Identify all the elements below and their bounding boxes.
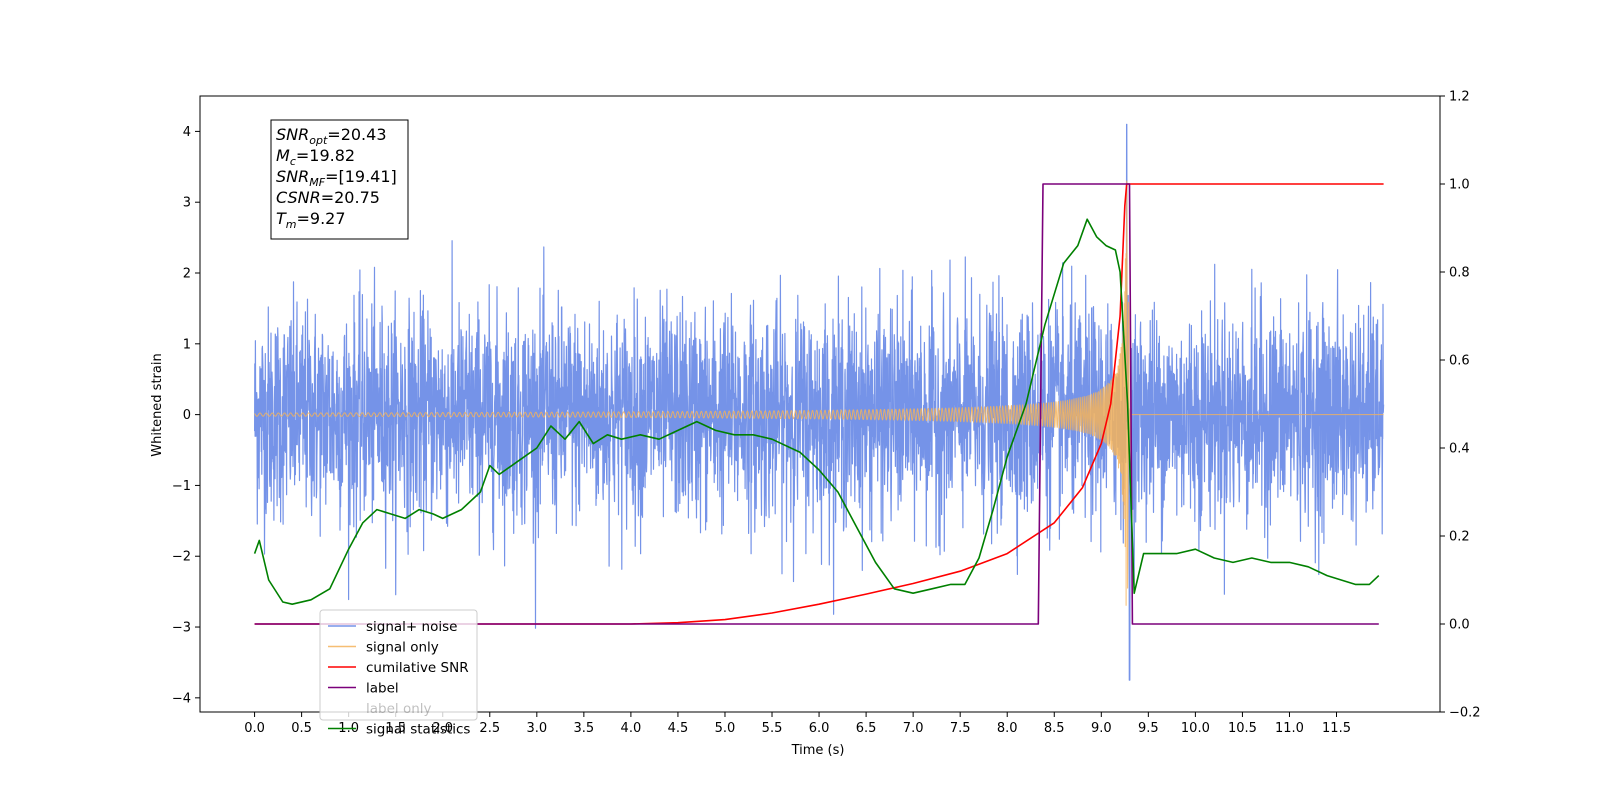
x-axis-label: Time (s) xyxy=(791,743,845,758)
x-tick-label: 10.0 xyxy=(1181,721,1210,736)
x-tick-label: 3.0 xyxy=(526,721,547,736)
series-line-5 xyxy=(253,218,1380,605)
annotation-line: Tm=9.27 xyxy=(276,209,346,231)
x-tick-label: 7.0 xyxy=(903,721,924,736)
annotation-line: SNRMF=[19.41] xyxy=(276,167,397,189)
x-tick-label: 9.5 xyxy=(1138,721,1159,736)
x-tick-label: 7.5 xyxy=(950,721,971,736)
x-tick-label: 4.0 xyxy=(621,721,642,736)
x-tick-label: 0.0 xyxy=(244,721,265,736)
series-layer xyxy=(253,123,1385,681)
legend-entry-label: label xyxy=(366,681,399,697)
x-tick-label: 8.5 xyxy=(1044,721,1065,736)
y2-tick-label: 1.2 xyxy=(1449,90,1470,105)
x-tick-label: 10.5 xyxy=(1228,721,1257,736)
y2-tick-label: 1.0 xyxy=(1449,178,1470,193)
legend: signal+ noise signal only cumilative SNR la… xyxy=(319,609,478,738)
x-axis: 0.0 0.5 1.0 1.5 2.0 2.5 3.0 3.5 4.0 4.5 5.0 5.5 6.0 6… xyxy=(244,712,1351,736)
x-tick-label: 8.0 xyxy=(997,721,1018,736)
annotation-line: CSNR=20.75 xyxy=(276,188,380,207)
annotation-box: SNRopt=20.43Mc=19.82SNRMF=[19.41]CSNR=20… xyxy=(270,119,409,240)
x-tick-label: 6.0 xyxy=(809,721,830,736)
y-tick-label: −2 xyxy=(172,550,191,565)
legend-entry-label: label only xyxy=(366,701,432,717)
x-tick-label: 1.5 xyxy=(385,721,406,736)
series-line-3 xyxy=(254,183,1379,625)
x-tick-label: 4.5 xyxy=(668,721,689,736)
y2-tick-label: 0.0 xyxy=(1449,618,1470,633)
series-line-0 xyxy=(254,123,1385,681)
annotation-line: Mc=19.82 xyxy=(276,146,355,168)
legend-entry-label: cumilative SNR xyxy=(366,660,469,676)
y-tick-label: −4 xyxy=(172,691,191,706)
y-tick-label: 2 xyxy=(183,267,191,282)
y2-tick-label: 0.2 xyxy=(1449,530,1470,545)
x-tick-label: 9.0 xyxy=(1091,721,1112,736)
y2-tick-label: 0.8 xyxy=(1449,266,1470,281)
x-tick-label: 2.0 xyxy=(432,721,453,736)
y2-tick-label: −0.2 xyxy=(1449,706,1481,721)
x-tick-label: 3.5 xyxy=(574,721,595,736)
annotation-line: SNRopt=20.43 xyxy=(276,125,387,147)
legend-entry-label: signal statistics xyxy=(366,722,470,738)
y2-tick-label: 0.6 xyxy=(1449,354,1470,369)
y-axis-label: Whitened strain xyxy=(150,353,165,456)
x-tick-label: 5.0 xyxy=(715,721,736,736)
y-tick-label: 3 xyxy=(183,196,191,211)
y2-tick-label: 0.4 xyxy=(1449,442,1470,457)
legend-entry-label: signal only xyxy=(366,640,439,656)
series-line-1 xyxy=(254,180,1384,606)
plot-frame xyxy=(199,95,1441,713)
x-tick-label: 2.5 xyxy=(479,721,500,736)
x-tick-label: 11.0 xyxy=(1275,721,1304,736)
legend-entry-label: signal+ noise xyxy=(366,619,457,635)
y-tick-label: 4 xyxy=(183,125,191,140)
x-tick-label: 0.5 xyxy=(291,721,312,736)
y-axis-left: 4 3 2 1 0 −1 −2 −3 −4 xyxy=(172,125,200,706)
x-tick-label: 11.5 xyxy=(1322,721,1351,736)
y-tick-label: 0 xyxy=(183,408,191,423)
y-tick-label: −1 xyxy=(172,479,191,494)
y-tick-label: 1 xyxy=(183,337,191,352)
y-axis-right: 1.2 1.0 0.8 0.6 0.4 0.2 0.0 −0.2 xyxy=(1440,90,1481,721)
x-tick-label: 5.5 xyxy=(762,721,783,736)
y-tick-label: −3 xyxy=(172,621,191,636)
x-tick-label: 6.5 xyxy=(856,721,877,736)
